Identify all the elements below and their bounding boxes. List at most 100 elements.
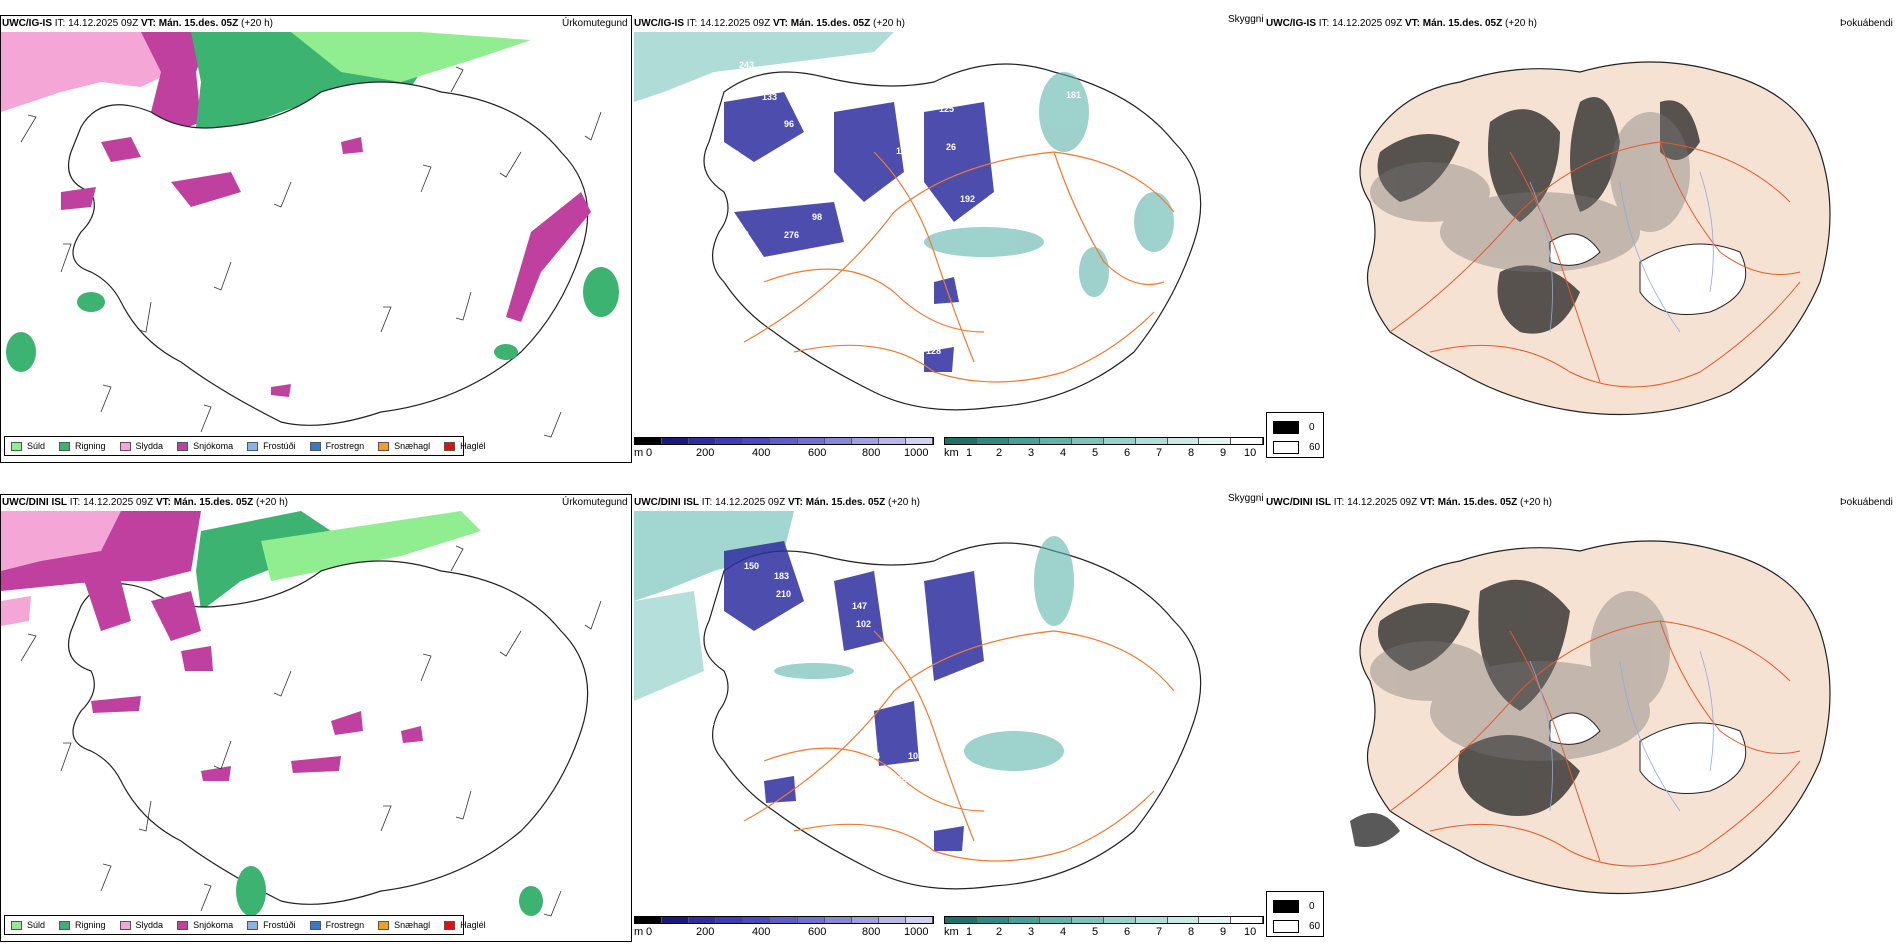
precip-title-2: Úrkomutegund	[562, 497, 628, 508]
roads	[743, 151, 1175, 383]
legend-item-snow: Snjókoma	[177, 441, 233, 451]
iceland-outline	[703, 542, 1202, 890]
legend-swatch	[247, 920, 259, 930]
legend-item-freezing-drizzle: Frostúði	[247, 441, 296, 451]
cloud-label: 26	[946, 142, 956, 152]
fog-header-2: UWC/DINI ISL IT: 14.12.2025 09Z VT: Mán.…	[1266, 497, 1552, 508]
visibility-area	[634, 591, 704, 701]
sleet-area	[1, 596, 31, 626]
rain-patch	[494, 344, 518, 360]
iceland-outline	[67, 560, 589, 905]
visibility-area	[634, 511, 794, 601]
legend-item-sleet: Slydda	[119, 441, 163, 451]
legend-swatch	[444, 920, 456, 930]
cloud-label: 125	[939, 104, 954, 114]
tick-label: 3	[1028, 447, 1035, 459]
visibility-colorbar-2: km 1 2 3 4 5 6 7 8 9 10	[944, 916, 1264, 942]
iceland-outline	[1359, 61, 1831, 416]
cloud-base-patches	[724, 541, 984, 851]
tick-label: 800	[862, 447, 881, 459]
cloud-label: 150	[744, 561, 759, 571]
legend-item-rain: Rigning	[59, 441, 106, 451]
fog-title-1: Þokuábendi	[1840, 18, 1893, 29]
precip-header-1: UWC/IG-IS IT: 14.12.2025 09Z VT: Mán. 15…	[2, 18, 273, 30]
cloud-label: 104	[734, 709, 749, 719]
sleet-area	[1, 32, 181, 112]
fog-map-2	[1350, 540, 1831, 895]
vt-label: VT:	[140, 18, 156, 29]
cloud-label: 276	[784, 230, 799, 240]
glacier	[1549, 233, 1601, 266]
cloud-label: 106	[754, 190, 769, 200]
cloud-base-patches	[724, 92, 994, 372]
cloud-label: 243	[739, 60, 754, 70]
cloud-header-2: UWC/DINI ISL IT: 14.12.2025 09Z VT: Mán.…	[634, 497, 920, 508]
rivers	[1529, 171, 1714, 333]
cloud-label: 133	[762, 92, 777, 102]
model-name: UWC/IG-IS	[2, 18, 52, 29]
tick-label: 5	[1092, 447, 1099, 459]
tick-label: 10	[1244, 447, 1257, 459]
iceland-outline	[67, 81, 589, 426]
fog-legend-2: 0 60	[1266, 891, 1324, 937]
rain-patch	[6, 332, 36, 372]
snow-patch	[506, 192, 591, 322]
legend-swatch	[247, 441, 259, 451]
cloud-label: 37	[702, 240, 712, 250]
tick-label: 2	[996, 447, 1003, 459]
cloud-label: 104	[734, 230, 749, 240]
snow-patch	[341, 137, 363, 154]
fog-header-1: UWC/IG-IS IT: 14.12.2025 09Z VT: Mán. 15…	[1266, 18, 1537, 29]
precip-title-1: Úrkomutegund	[562, 18, 628, 29]
cloud-label: 128	[926, 346, 941, 356]
cloud-label: 102	[856, 619, 871, 629]
iceland-outline	[1359, 540, 1831, 895]
cloudbase-unit: m	[634, 447, 644, 459]
legend-swatch	[11, 920, 22, 930]
legend-swatch	[59, 441, 71, 451]
visibility-bar	[944, 437, 1264, 445]
legend-swatch	[59, 920, 71, 930]
snow-patches	[81, 571, 423, 781]
precip-panel-frame-2	[0, 494, 632, 942]
cloud-map-1: 243 94 133 96 42 104 114 125 26 181 106 …	[634, 32, 1202, 411]
sleet-area	[1, 511, 121, 571]
snow-patch	[271, 384, 291, 397]
fog-swatch	[1273, 421, 1299, 434]
precip-map-2	[1, 511, 602, 917]
roads	[743, 630, 1175, 862]
fog-dark-areas	[1377, 97, 1700, 334]
cloud-label: 192	[960, 194, 975, 204]
cloud-label: 114	[896, 146, 911, 156]
rain-patch	[583, 267, 619, 317]
wind-barbs	[20, 545, 602, 917]
wind-barbs	[20, 66, 602, 438]
glacier	[1549, 712, 1601, 745]
snow-patch	[101, 137, 141, 162]
cloud-label: 64	[914, 174, 924, 184]
tick-label: 9	[1220, 447, 1227, 459]
cloud-label: 96	[784, 119, 794, 129]
drizzle-area	[291, 32, 531, 82]
legend-swatch	[378, 441, 390, 451]
tick-label: 1000	[904, 447, 929, 459]
cloud-label: 210	[776, 589, 791, 599]
cloud-label: 147	[852, 601, 867, 611]
cloud-label: 94	[734, 86, 744, 96]
legend-item-hail: Haglél	[444, 441, 486, 451]
precip-legend-2: Súld Rigning Slydda Snjókoma Frostúði Fr…	[4, 915, 486, 935]
visibility-unit: km	[944, 447, 959, 459]
legend-swatch	[309, 441, 321, 451]
drizzle-area	[261, 511, 481, 581]
cloud-title-2: Skyggni	[1228, 493, 1264, 504]
it-value: 14.12.2025 09Z	[68, 18, 139, 29]
cloud-base-labels: 243 94 133 96 42 104 114 125 26 181 106 …	[702, 60, 1081, 356]
fog-dark-areas	[1350, 579, 1580, 847]
visibility-patches	[774, 536, 1074, 771]
snow-area	[141, 32, 211, 132]
precip-legend-1: Súld Rigning Slydda Snjókoma Frostúði Fr…	[4, 436, 486, 456]
legend-item-drizzle: Súld	[11, 441, 45, 451]
cloudbase-colorbar-1: m 0 200 400 600 800 1000	[634, 437, 934, 463]
cloud-header-1: UWC/IG-IS IT: 14.12.2025 09Z VT: Mán. 15…	[634, 18, 905, 29]
legend-swatch	[119, 920, 131, 930]
